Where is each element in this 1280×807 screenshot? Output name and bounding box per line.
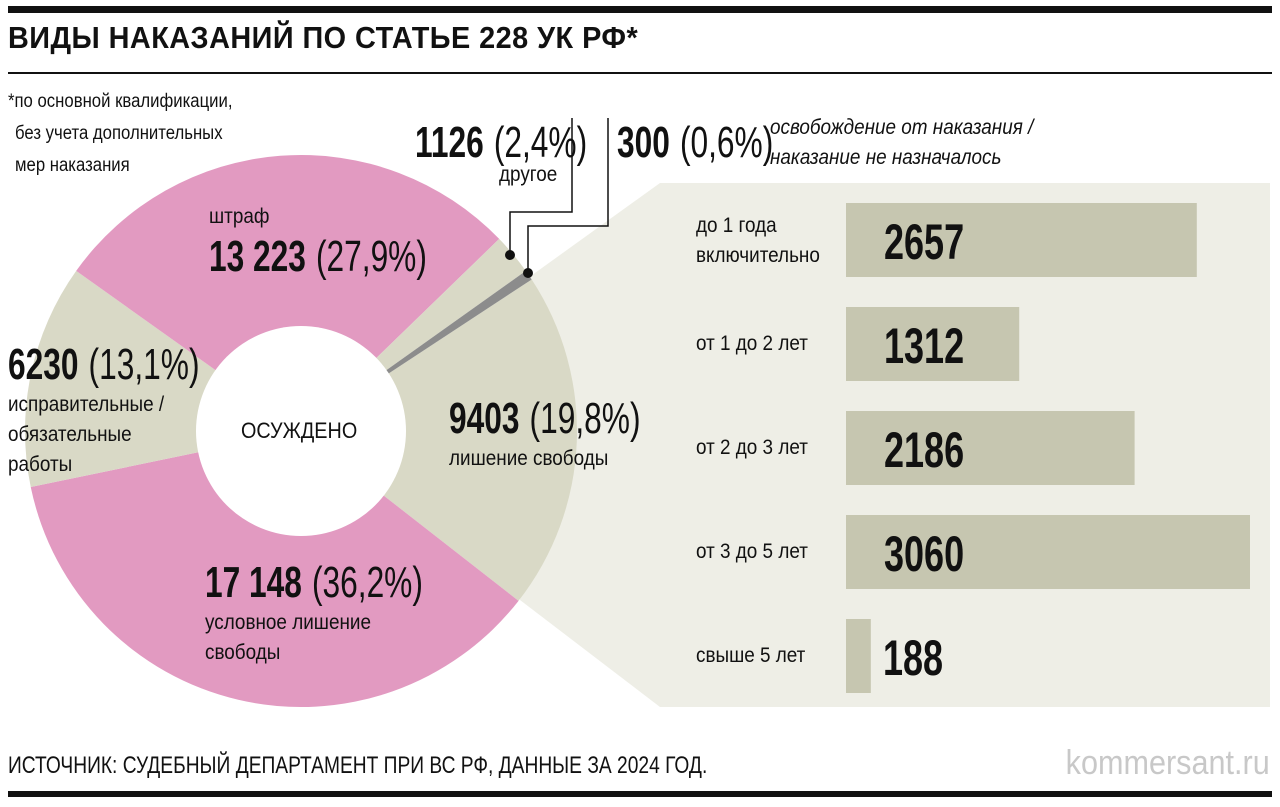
bar-category-label: от 3 до 5 лет	[696, 540, 808, 563]
bar	[846, 515, 1250, 589]
slice-name: лишение свободы	[449, 447, 609, 470]
slice-percent: (13,1%)	[88, 340, 200, 389]
slice-name: другое	[499, 163, 558, 186]
slice-label-other: 1126 (2,4%) другое	[415, 118, 654, 190]
slice-label-correctional: 6230 (13,1%) исправительные / обязательны…	[8, 340, 274, 480]
bar-value-label: 3060	[884, 526, 965, 582]
slice-percent: (19,8%)	[529, 394, 641, 443]
slice-name: исправительные / обязательные работы	[8, 393, 165, 476]
slice-name: штраф	[209, 205, 270, 228]
bar-category-label: от 2 до 3 лет	[696, 436, 808, 459]
bar-category-label: от 1 до 2 лет	[696, 332, 808, 355]
bar	[846, 203, 1197, 277]
leader-dot-release	[523, 268, 533, 278]
slice-value: 300	[617, 118, 670, 167]
bottom-rule	[8, 791, 1272, 797]
bar	[846, 619, 871, 693]
slice-percent: (27,9%)	[315, 232, 427, 281]
bar	[846, 307, 1020, 381]
bar-value-label: 2657	[884, 214, 965, 270]
footnote-line: *по основной квалификации,	[8, 91, 233, 112]
bar-value-label: 1312	[884, 318, 965, 374]
slice-percent: (36,2%)	[311, 558, 423, 607]
slice-percent: (2,4%)	[493, 118, 588, 167]
slice-value: 17 148	[205, 558, 302, 607]
footnote: *по основной квалификации, без учета доп…	[8, 86, 232, 182]
slice-name: условное лишение свободы	[205, 611, 371, 664]
bar	[846, 411, 1135, 485]
title-rule	[8, 72, 1272, 74]
top-rule	[8, 6, 1272, 13]
leader-line-release	[527, 118, 609, 273]
slice-percent: (0,6%)	[679, 118, 774, 167]
leader-line-other	[509, 118, 573, 255]
leader-dot-other	[505, 250, 515, 260]
slice-value: 13 223	[209, 232, 306, 281]
slice-fine	[76, 155, 500, 431]
slice-value: 9403	[449, 394, 520, 443]
slice-label-prison: 9403 (19,8%) лишение свободы	[449, 394, 715, 474]
footnote-line: без учета дополнительных	[15, 123, 223, 144]
center-label: ОСУЖДЕНО	[241, 418, 358, 443]
slice-label-release: 300 (0,6%)	[617, 118, 834, 168]
slice-name-release: освобождение от наказания / наказание не…	[770, 116, 1034, 169]
bar-category-label: свыше 5 лет	[696, 644, 806, 667]
slice-value: 6230	[8, 340, 79, 389]
bar-value-label: 188	[883, 630, 944, 686]
footnote-line: мер наказания	[15, 155, 130, 176]
source-note: ИСТОЧНИК: СУДЕБНЫЙ ДЕПАРТАМЕНТ ПРИ ВС РФ…	[8, 752, 708, 779]
bar-category-label: до 1 года включительно	[696, 214, 820, 267]
slice-prison	[301, 279, 577, 601]
slice-label-suspended: 17 148 (36,2%) условное лишение свободы	[205, 558, 508, 668]
donut-hole	[196, 326, 406, 536]
slice-suspended	[30, 431, 519, 708]
brand-watermark: kommersant.ru	[1065, 744, 1270, 782]
slice-value: 1126	[415, 118, 484, 167]
bar-value-label: 2186	[884, 422, 965, 478]
slice-label-fine: штраф 13 223 (27,9%)	[209, 202, 512, 282]
page-title: ВИДЫ НАКАЗАНИЙ ПО СТАТЬЕ 228 УК РФ*	[8, 20, 639, 55]
